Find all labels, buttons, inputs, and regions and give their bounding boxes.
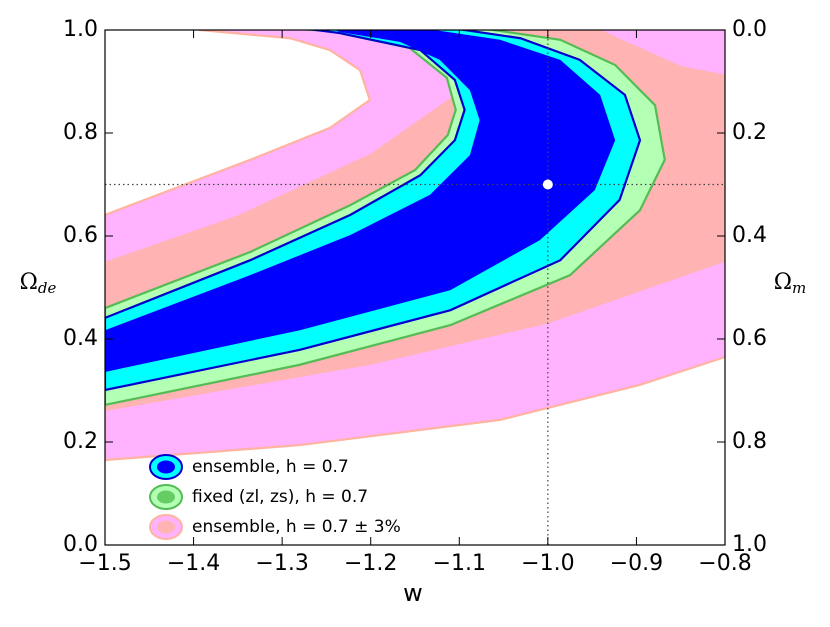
contour-region bbox=[105, 30, 616, 372]
x-axis-label: w bbox=[403, 579, 423, 607]
y-label-symbol: Ω bbox=[20, 270, 38, 295]
reference-point bbox=[542, 179, 553, 190]
x-tick-label: −0.8 bbox=[698, 551, 751, 576]
y-tick-label: 0.2 bbox=[63, 429, 98, 454]
y2-label-symbol: Ω bbox=[774, 270, 792, 295]
y2-tick-label: 0.0 bbox=[732, 17, 767, 42]
y-tick-label: 0.0 bbox=[63, 532, 98, 557]
legend-label: ensemble, h = 0.7 bbox=[192, 457, 349, 477]
x-tick-label: −1.2 bbox=[344, 551, 397, 576]
plot-frame bbox=[104, 29, 726, 546]
y-tick-label: 0.4 bbox=[63, 326, 98, 351]
legend-swatch bbox=[157, 490, 175, 504]
y-tick-label: 0.6 bbox=[63, 223, 98, 248]
y2-tick-label: 0.6 bbox=[732, 326, 767, 351]
x-tick-label: −1.4 bbox=[167, 551, 220, 576]
x-tick-label: −1.1 bbox=[433, 551, 486, 576]
legend-label: fixed (zl, zs), h = 0.7 bbox=[192, 487, 368, 507]
y2-tick-label: 0.4 bbox=[732, 223, 767, 248]
y2-tick-label: 0.2 bbox=[732, 120, 767, 145]
y-tick-label: 1.0 bbox=[63, 17, 98, 42]
legend-swatch bbox=[157, 520, 175, 534]
y-tick-label: 0.8 bbox=[63, 120, 98, 145]
y2-label-subscript: m bbox=[792, 279, 806, 297]
y-label-subscript: de bbox=[38, 279, 57, 297]
plot-area bbox=[105, 30, 725, 462]
legend-label: ensemble, h = 0.7 ± 3% bbox=[192, 517, 401, 537]
legend-swatch bbox=[157, 460, 175, 474]
y-axis-label: Ωde bbox=[20, 270, 57, 297]
x-tick-label: −1.3 bbox=[255, 551, 308, 576]
y2-axis-label: Ωm bbox=[774, 270, 806, 297]
y2-tick-label: 1.0 bbox=[732, 532, 767, 557]
x-tick-label: −0.9 bbox=[610, 551, 663, 576]
x-tick-label: −1.0 bbox=[521, 551, 574, 576]
x-tick-label: −1.5 bbox=[78, 551, 131, 576]
y2-tick-label: 0.8 bbox=[732, 429, 767, 454]
